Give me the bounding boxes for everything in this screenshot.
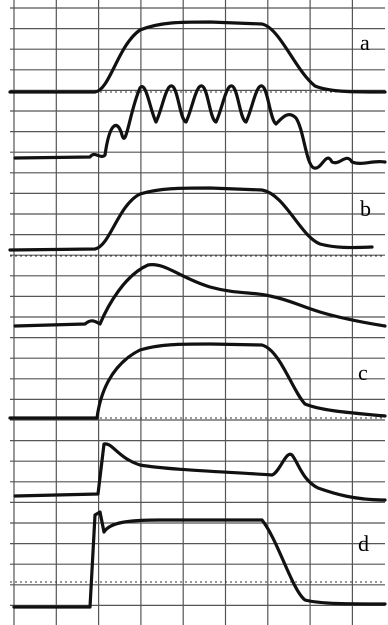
background — [0, 0, 388, 625]
oscilloscope-figure: a b c d — [0, 0, 388, 625]
panel-label: c — [358, 360, 368, 385]
panel-label: d — [358, 531, 369, 556]
panel-label: b — [360, 196, 371, 221]
panel-label: a — [360, 30, 370, 55]
